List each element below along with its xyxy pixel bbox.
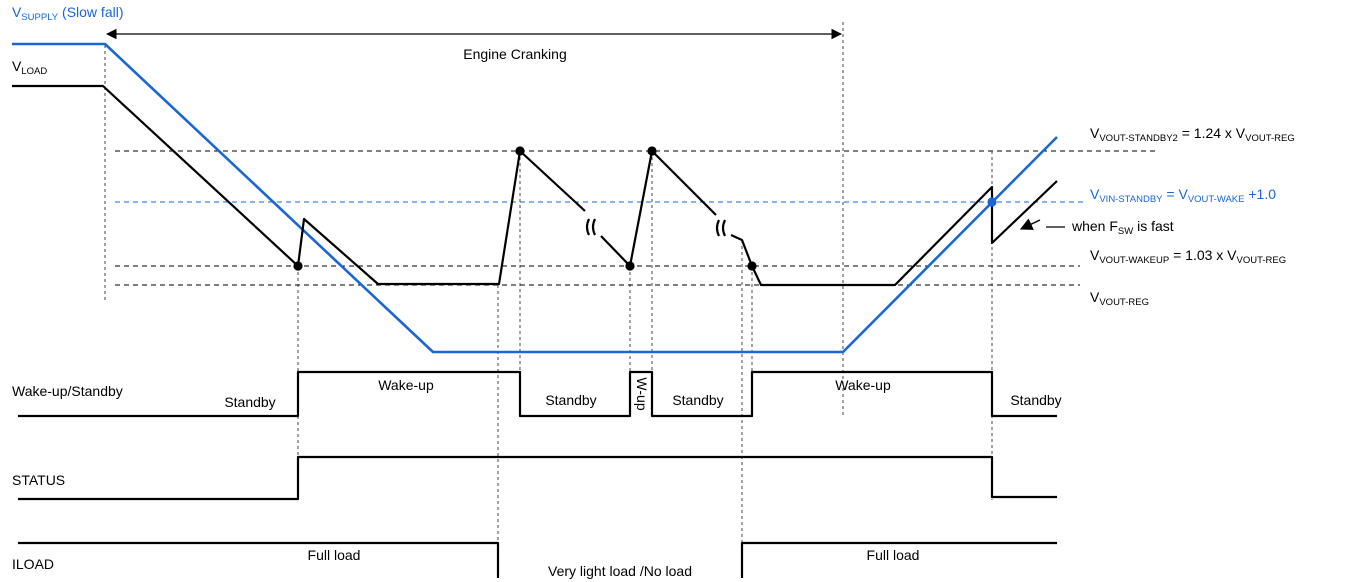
iload-trace-seg1 bbox=[18, 541, 500, 578]
event-dot bbox=[647, 146, 657, 156]
vin-standby-crossing-dot bbox=[987, 197, 997, 207]
time-break-icon bbox=[585, 218, 596, 236]
wakeup-standby-trace-label: Wake-up/Standby bbox=[12, 383, 123, 399]
state-label-standby: Standby bbox=[224, 394, 275, 410]
iload-trace-label: ILOAD bbox=[12, 556, 54, 572]
fsw-arrow-icon bbox=[1019, 218, 1041, 230]
state-label-standby: Standby bbox=[1010, 392, 1061, 408]
vsupply-label: VSUPPLY (Slow fall) bbox=[12, 4, 124, 23]
load-label-full: Full load bbox=[867, 547, 920, 563]
state-label-wakeup: Wake-up bbox=[378, 377, 434, 393]
wakeup-standby-trace bbox=[18, 370, 1057, 418]
event-dot bbox=[515, 146, 525, 156]
status-trace bbox=[18, 455, 1057, 501]
iload-trace-seg2 bbox=[740, 541, 1057, 578]
vin-standby-threshold-label: VVIN-STANDBY = VVOUT-WAKE +1.0 bbox=[1090, 186, 1276, 205]
engine-cranking-label: Engine Cranking bbox=[463, 46, 567, 62]
time-break-icon bbox=[715, 219, 726, 237]
state-label-standby: Standby bbox=[545, 392, 596, 408]
state-label-wup: W-up bbox=[634, 377, 650, 410]
vload-waveform-seg2 bbox=[600, 149, 717, 268]
event-dot bbox=[293, 261, 303, 271]
event-dot bbox=[747, 261, 757, 271]
standby2-threshold-label: VVOUT-STANDBY2 = 1.24 x VVOUT-REG bbox=[1090, 125, 1295, 144]
vload-label: VLOAD bbox=[12, 58, 47, 77]
status-trace-label: STATUS bbox=[12, 472, 65, 488]
vout-reg-threshold-label: VVOUT-REG bbox=[1090, 289, 1149, 308]
wakeup-threshold-label: VVOUT-WAKEUP = 1.03 x VVOUT-REG bbox=[1090, 247, 1286, 266]
vsupply-waveform bbox=[12, 42, 1058, 354]
vload-waveform-seg3 bbox=[730, 180, 1058, 287]
load-label-light: Very light load /No load bbox=[548, 563, 692, 579]
state-label-standby: Standby bbox=[672, 392, 723, 408]
event-dot bbox=[625, 261, 635, 271]
state-label-wakeup: Wake-up bbox=[835, 377, 891, 393]
load-label-full: Full load bbox=[308, 547, 361, 563]
vload-waveform-seg1 bbox=[12, 84, 586, 286]
fsw-note: when FSW is fast bbox=[1071, 218, 1174, 237]
